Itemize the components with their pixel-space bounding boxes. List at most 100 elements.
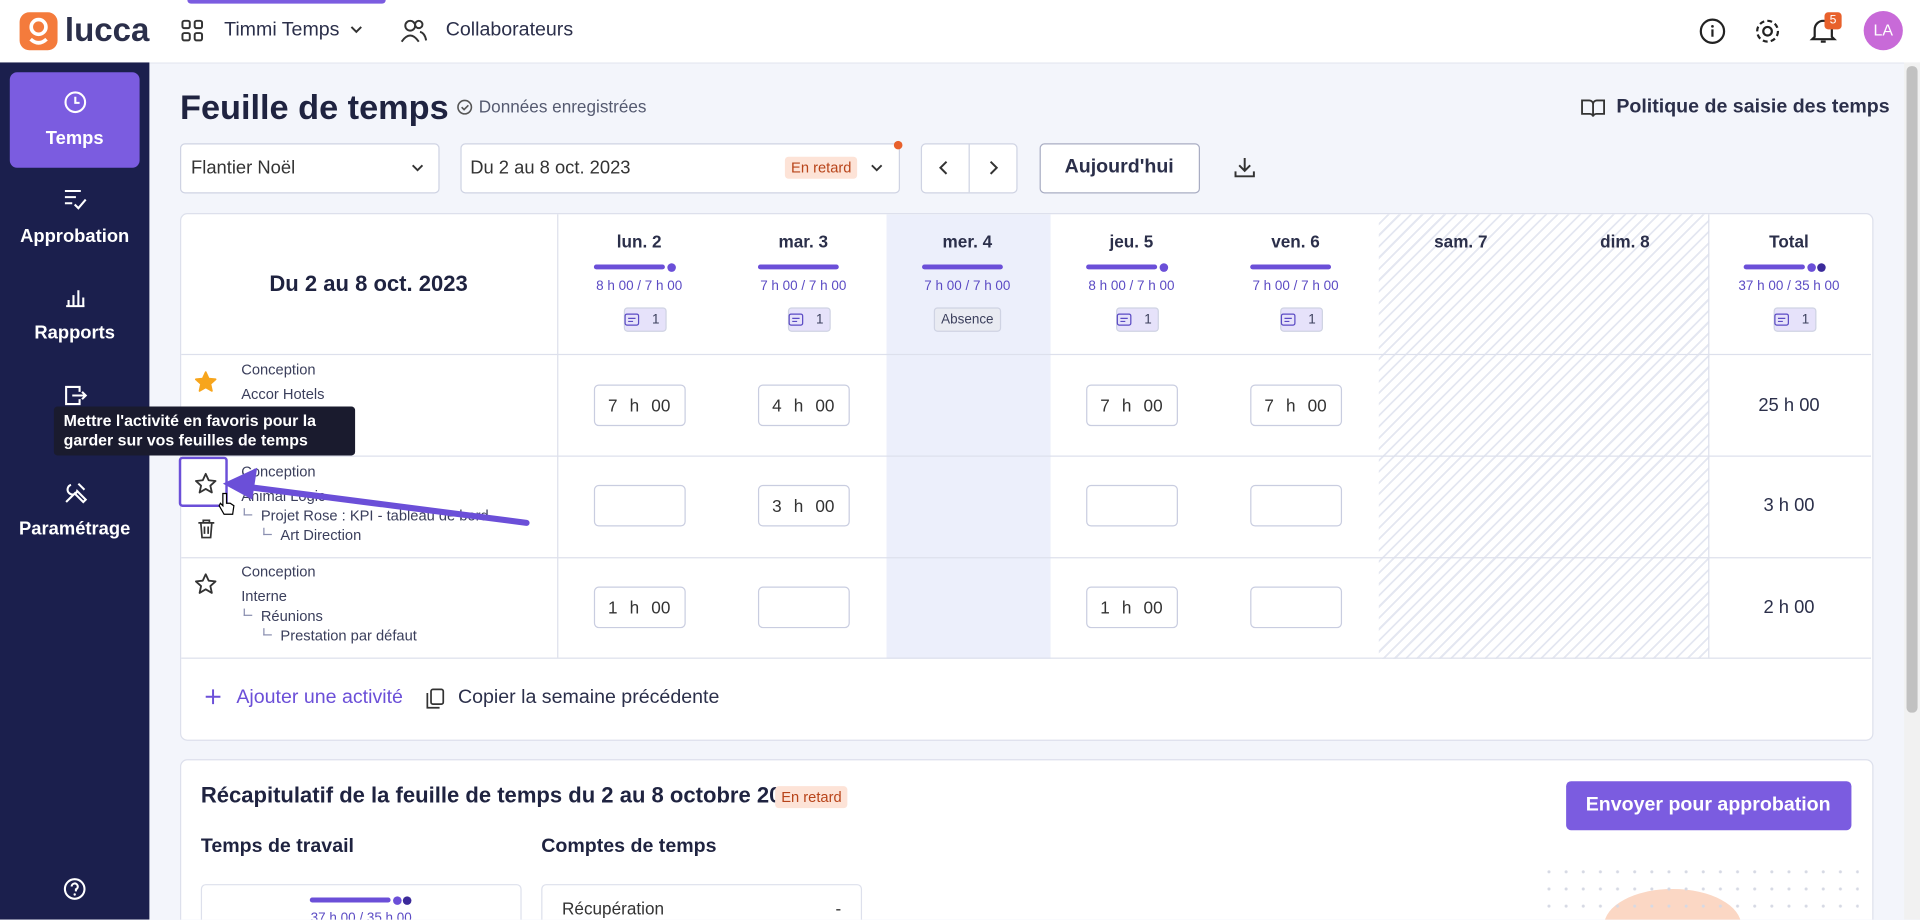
reports-icon — [66, 290, 85, 308]
copy-icon — [426, 688, 445, 709]
chevron-down — [350, 26, 362, 34]
time-input[interactable] — [1250, 384, 1343, 427]
activity-line: Art Direction — [280, 526, 362, 544]
page-title: Feuille de temps — [180, 88, 449, 127]
collaborators-link[interactable]: Collaborateurs — [445, 19, 574, 41]
time-input-value: 1 h 00 — [607, 597, 671, 618]
copy-previous-week[interactable]: Copier la semaine précédente — [457, 686, 720, 708]
day-label: sam. 7 — [1434, 231, 1488, 252]
time-input[interactable] — [593, 586, 686, 629]
badge-icon — [788, 313, 804, 326]
table-title: Du 2 au 8 oct. 2023 — [269, 271, 468, 296]
today-button[interactable] — [1039, 143, 1201, 194]
progress-bar — [922, 264, 1003, 270]
row-divider — [181, 657, 1872, 659]
time-input[interactable] — [757, 384, 850, 427]
apps-icon — [181, 19, 204, 42]
time-input-value: 7 h 00 — [1100, 395, 1163, 416]
account-name: Récupération — [562, 898, 665, 919]
row-total: 3 h 00 — [1763, 495, 1815, 517]
accounts-heading: Comptes de temps — [541, 836, 717, 858]
day-badge[interactable]: 1 — [1116, 307, 1160, 332]
day-label: dim. 8 — [1600, 231, 1650, 252]
time-input[interactable] — [593, 484, 686, 527]
notification-badge: 5 — [1824, 12, 1842, 30]
status-badge: En retard — [775, 786, 848, 809]
day-label: mer. 4 — [942, 231, 993, 252]
time-input[interactable] — [593, 384, 686, 427]
favorite-star[interactable] — [195, 472, 217, 494]
previous-week[interactable] — [939, 160, 949, 175]
sidebar-item[interactable]: Temps — [45, 127, 104, 149]
column-divider — [1708, 214, 1710, 658]
settings-tools-icon — [65, 482, 88, 504]
column-divider — [557, 214, 559, 658]
saved-icon — [457, 99, 473, 115]
day-time: 7 h 00 / 7 h 00 — [1252, 279, 1339, 294]
info-icon[interactable] — [1699, 18, 1726, 44]
policy-link[interactable]: Politique de saisie des temps — [1616, 96, 1890, 118]
absence-column — [886, 214, 1051, 659]
favorite-star[interactable] — [195, 371, 217, 392]
progress-dot — [402, 896, 412, 905]
day-badge[interactable]: 1 — [787, 307, 831, 332]
activity-line: Réunions — [260, 607, 323, 625]
time-input-value: 7 h 00 — [1264, 395, 1327, 416]
summary-title: Récapitulatif de la feuille de temps du … — [200, 783, 806, 808]
sidebar-item[interactable]: Approbation — [20, 225, 130, 247]
progress-bar — [309, 897, 391, 903]
work-time-heading: Temps de travail — [200, 836, 354, 858]
indent-marker — [263, 628, 272, 636]
time-input[interactable] — [1250, 484, 1343, 527]
settings-icon[interactable] — [1755, 18, 1781, 44]
time-input[interactable] — [1086, 586, 1178, 629]
time-input[interactable] — [757, 484, 850, 527]
time-input[interactable] — [1250, 586, 1343, 629]
app-switcher[interactable]: Timmi Temps — [224, 19, 340, 41]
delete-icon[interactable] — [198, 519, 215, 539]
next-week[interactable] — [988, 160, 999, 175]
scrollbar-thumb[interactable] — [1906, 66, 1918, 713]
progress-dot — [1159, 262, 1169, 272]
alert-dot — [893, 140, 903, 150]
indent-marker — [243, 508, 253, 516]
day-badge[interactable]: 1 — [1773, 307, 1817, 332]
time-input-value: 1 h 00 — [1100, 597, 1163, 618]
day-label: mar. 3 — [778, 231, 829, 252]
day-time: 7 h 00 / 7 h 00 — [760, 279, 847, 294]
favorite-star[interactable] — [195, 573, 217, 594]
sidebar-item[interactable]: Rapports — [34, 322, 116, 344]
status-badge: En retard — [784, 156, 858, 179]
time-input[interactable] — [757, 586, 850, 629]
weekend-columns — [1378, 214, 1710, 659]
row-divider — [181, 353, 1872, 356]
time-input[interactable] — [1086, 384, 1178, 427]
progress-bar — [1743, 264, 1805, 270]
submit-button[interactable] — [1566, 781, 1852, 831]
progress-bar — [757, 264, 839, 270]
user-select[interactable] — [180, 143, 440, 194]
day-badge[interactable]: 1 — [1280, 307, 1324, 332]
row-total: 2 h 00 — [1763, 596, 1815, 618]
row-divider — [181, 455, 1872, 457]
help-icon[interactable] — [63, 878, 86, 900]
user-select-value: Flantier Noël — [191, 157, 296, 179]
account-value: - — [835, 898, 842, 919]
day-badge[interactable]: Absence — [933, 307, 1001, 332]
row-divider — [181, 557, 1872, 559]
add-activity[interactable]: Ajouter une activité — [236, 686, 403, 708]
cursor-hand — [218, 492, 235, 515]
logo-text[interactable]: lucca — [64, 11, 150, 49]
download-icon[interactable] — [1234, 157, 1255, 178]
day-badge[interactable]: 1 — [623, 307, 667, 332]
progress-dot — [393, 896, 402, 905]
avatar[interactable]: LA — [1863, 11, 1903, 51]
progress-dot — [1807, 262, 1816, 272]
activity-line: Conception — [241, 361, 316, 379]
sidebar-item[interactable]: Paramétrage — [19, 518, 131, 540]
period-select-value: Du 2 au 8 oct. 2023 — [470, 157, 631, 179]
top-bar — [0, 0, 1920, 64]
badge-icon — [624, 313, 640, 326]
time-input[interactable] — [1086, 484, 1178, 527]
